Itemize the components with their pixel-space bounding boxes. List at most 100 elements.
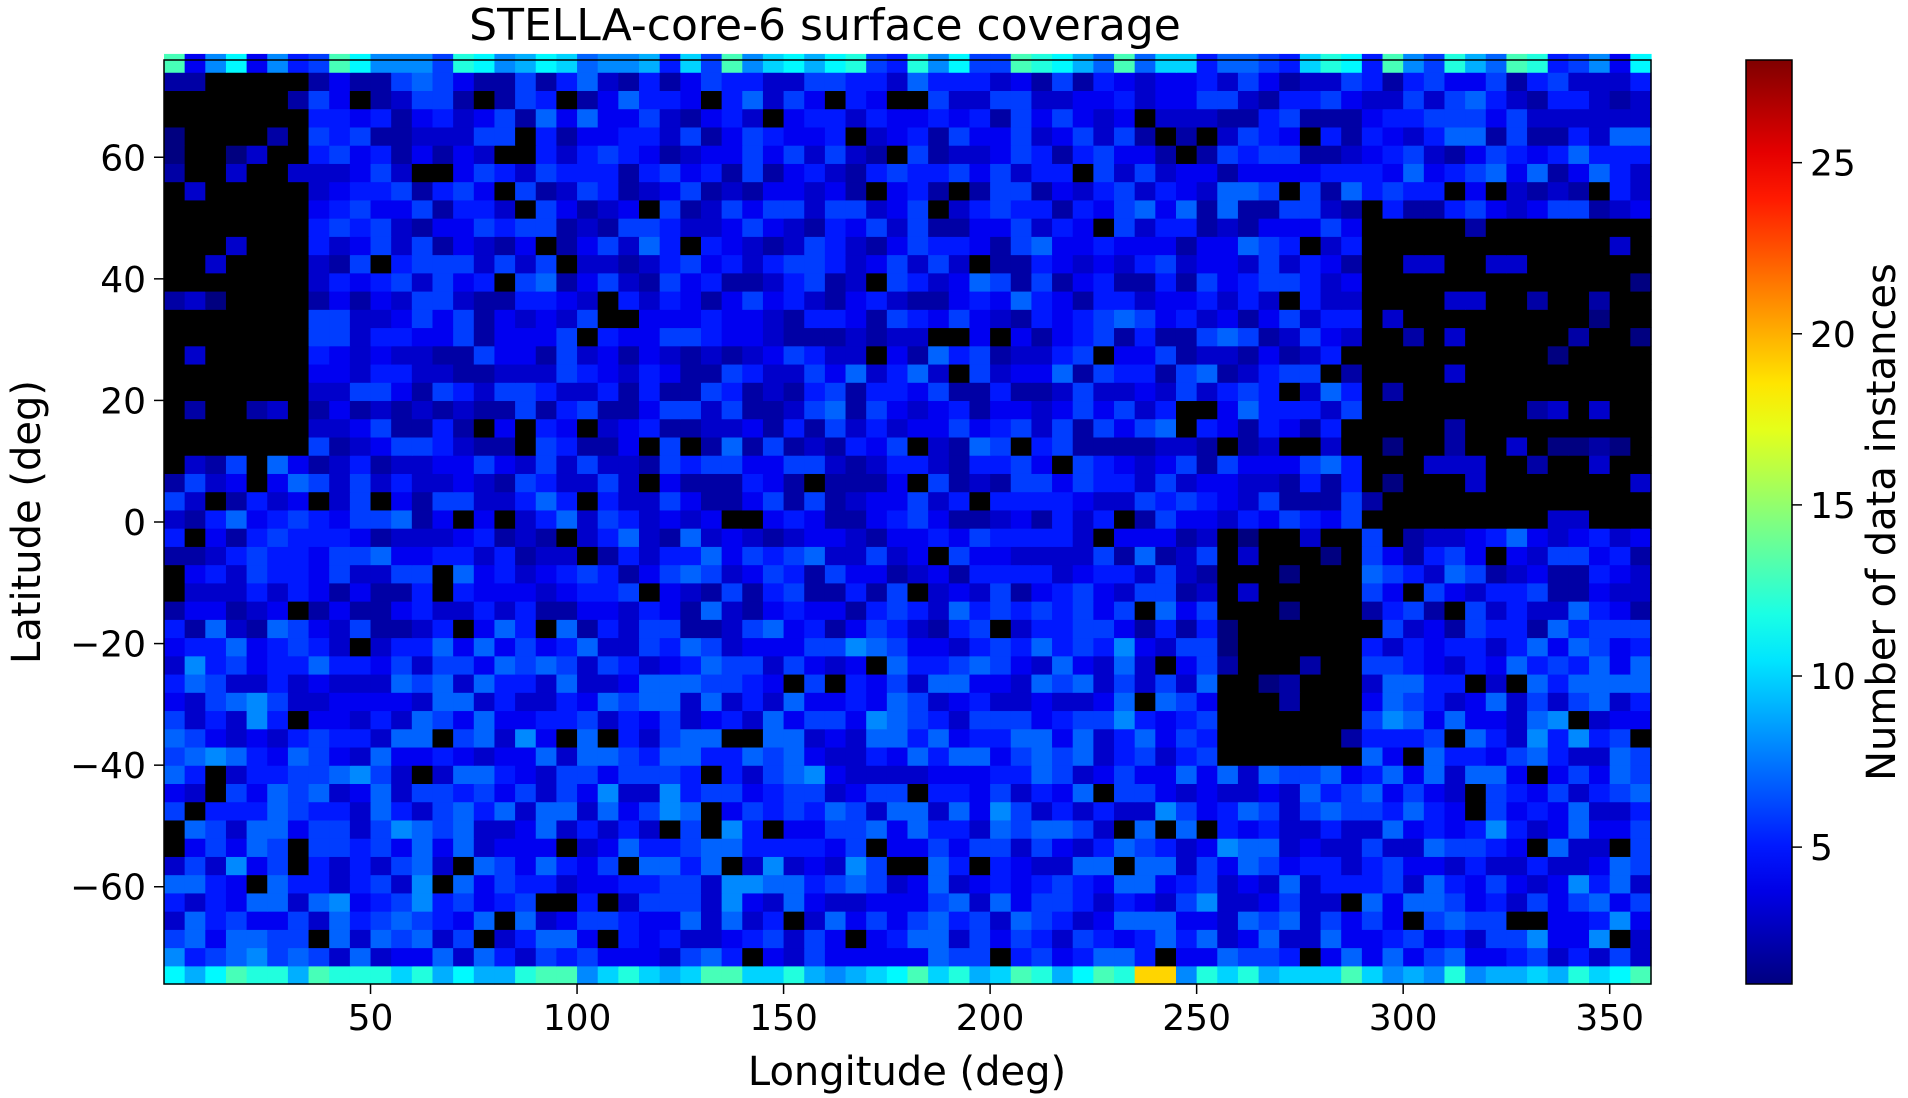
heatmap-cell — [969, 218, 991, 237]
heatmap-cell — [184, 947, 206, 967]
heatmap-cell — [597, 345, 619, 365]
heatmap-cell — [907, 473, 929, 493]
heatmap-cell — [1237, 892, 1260, 912]
heatmap-cell — [205, 327, 227, 347]
heatmap-cell — [225, 801, 248, 821]
heatmap-cell — [700, 874, 723, 894]
heatmap-cell — [1485, 382, 1508, 402]
heatmap-cell — [494, 874, 516, 894]
heatmap-cell — [1031, 692, 1053, 712]
heatmap-cell — [1382, 911, 1404, 930]
heatmap-cell — [1279, 163, 1301, 183]
heatmap-cell — [391, 309, 413, 329]
heatmap-cell — [1279, 254, 1301, 274]
heatmap-cell — [804, 400, 826, 420]
heatmap-cell — [866, 436, 888, 456]
heatmap-cell — [597, 601, 619, 620]
heatmap-cell — [721, 509, 743, 529]
heatmap-cell — [1403, 528, 1425, 547]
heatmap-cell — [1547, 746, 1569, 766]
heatmap-cell — [804, 965, 826, 985]
heatmap-cell — [1444, 546, 1466, 566]
heatmap-cell — [1072, 546, 1094, 566]
heatmap-cell — [618, 254, 640, 274]
heatmap-cell — [948, 126, 971, 146]
heatmap-cell — [824, 491, 847, 511]
heatmap-cell — [267, 254, 289, 274]
heatmap-cell — [1589, 601, 1611, 620]
heatmap-cell — [225, 528, 248, 547]
heatmap-cell — [267, 436, 289, 456]
heatmap-cell — [1052, 382, 1074, 402]
heatmap-cell — [1175, 601, 1198, 620]
heatmap-cell — [1320, 327, 1342, 347]
heatmap-cell — [1403, 929, 1425, 949]
heatmap-cell — [1465, 363, 1487, 383]
heatmap-cell — [866, 728, 888, 748]
heatmap-cell — [1217, 838, 1239, 857]
heatmap-cell — [494, 254, 516, 274]
y-tick-label: 40 — [100, 260, 146, 301]
heatmap-cell — [453, 436, 475, 456]
heatmap-cell — [1609, 546, 1631, 566]
heatmap-cell — [1175, 400, 1198, 420]
heatmap-cell — [639, 90, 661, 110]
heatmap-cell — [1072, 874, 1094, 894]
heatmap-cell — [1589, 546, 1611, 566]
heatmap-cell — [1423, 327, 1446, 347]
heatmap-cell — [1589, 765, 1611, 784]
heatmap-cell — [742, 327, 764, 347]
heatmap-cell — [845, 236, 867, 256]
heatmap-cell — [969, 418, 991, 438]
heatmap-cell — [866, 272, 888, 292]
heatmap-cell — [1589, 728, 1611, 748]
heatmap-cell — [639, 619, 661, 639]
heatmap-cell — [1382, 455, 1404, 474]
heatmap-cell — [1217, 218, 1239, 237]
heatmap-cell — [1114, 546, 1136, 566]
heatmap-cell — [969, 90, 991, 110]
heatmap-cell — [824, 436, 847, 456]
heatmap-cell — [308, 53, 330, 73]
heatmap-cell — [1361, 382, 1384, 402]
heatmap-cell — [1196, 673, 1218, 693]
heatmap-cell — [1279, 291, 1301, 310]
heatmap-cell — [494, 965, 516, 985]
heatmap-cell — [1114, 90, 1136, 110]
heatmap-cell — [618, 309, 640, 329]
heatmap-cell — [1052, 418, 1074, 438]
heatmap-cell — [742, 783, 764, 803]
heatmap-cell — [577, 637, 599, 657]
heatmap-cell — [1134, 892, 1156, 912]
heatmap-cell — [969, 382, 991, 402]
heatmap-cell — [515, 126, 537, 146]
heatmap-cell — [1506, 272, 1528, 292]
heatmap-cell — [225, 163, 248, 183]
heatmap-cell — [1196, 582, 1218, 602]
heatmap-cell — [783, 455, 805, 474]
heatmap-cell — [659, 528, 681, 547]
heatmap-cell — [287, 746, 310, 766]
heatmap-cell — [494, 819, 516, 839]
heatmap-cell — [969, 509, 991, 529]
heatmap-cell — [473, 929, 496, 949]
heatmap-cell — [349, 181, 372, 201]
heatmap-cell — [762, 363, 785, 383]
heatmap-cell — [762, 637, 785, 657]
heatmap-cell — [1114, 181, 1136, 201]
heatmap-cell — [1361, 163, 1384, 183]
heatmap-cell — [1258, 218, 1280, 237]
heatmap-cell — [639, 783, 661, 803]
heatmap-cell — [742, 619, 764, 639]
heatmap-cell — [1010, 436, 1033, 456]
heatmap-cell — [225, 619, 248, 639]
heatmap-cell — [680, 601, 702, 620]
heatmap-cell — [1010, 53, 1033, 73]
heatmap-cell — [1568, 473, 1590, 493]
heatmap-cell — [494, 929, 516, 949]
heatmap-cell — [432, 473, 454, 493]
heatmap-cell — [1052, 856, 1074, 876]
heatmap-cell — [1258, 673, 1280, 693]
heatmap-cell — [1506, 801, 1528, 821]
heatmap-cell — [246, 911, 268, 930]
